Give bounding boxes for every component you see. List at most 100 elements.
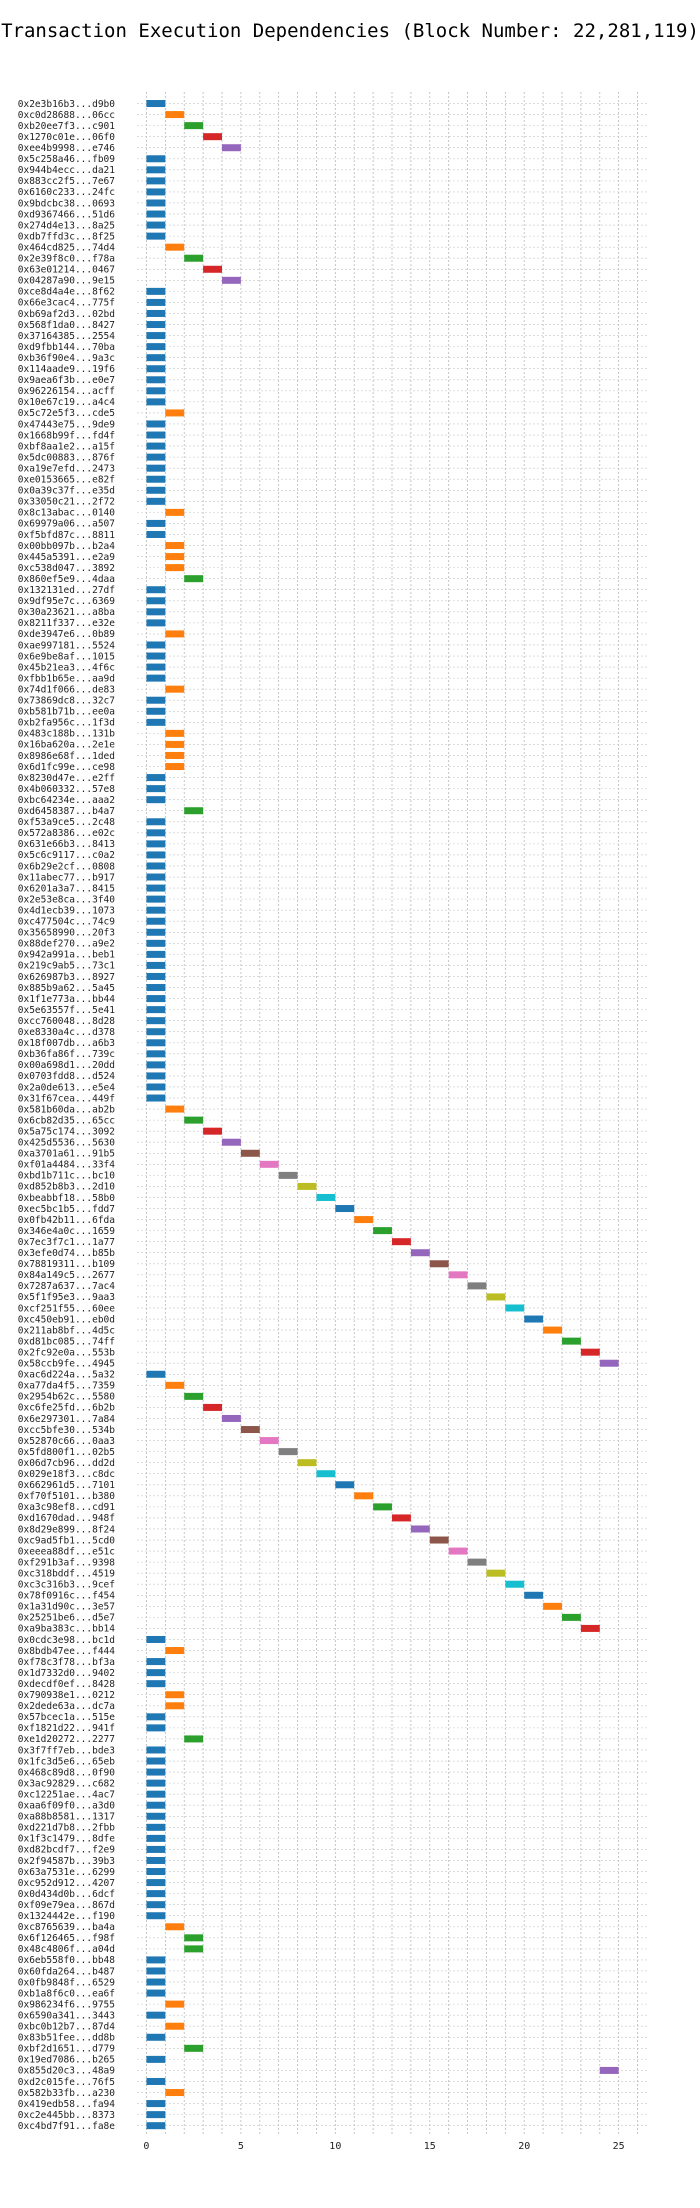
y-tick-label: 0xb36fa86f...739c [18,1049,115,1060]
transaction-bar [505,1580,525,1588]
transaction-bar [146,354,166,362]
transaction-bar [165,542,185,550]
transaction-bar [146,287,166,295]
transaction-bar [203,1127,222,1135]
transaction-bar [580,1624,600,1632]
transaction-bar [146,608,166,616]
transaction-bar [335,1205,355,1213]
transaction-bar [146,166,166,174]
transaction-bar [184,1392,204,1400]
transaction-bar [146,2011,166,2019]
transaction-bar [335,1481,355,1489]
y-tick-label: 0x1fc3d5e6...65eb [18,1756,116,1767]
y-tick-label: 0x1f1e773a...bb44 [18,994,116,1005]
y-tick-label: 0x6f126465...f98f [18,1933,115,1944]
transaction-bar [146,1757,166,1765]
transaction-bar [543,1326,562,1334]
y-tick-label: 0xd6458387...b4a7 [18,806,115,817]
y-tick-label: 0xc9ad5fb1...5cd0 [18,1535,116,1546]
transaction-bar [203,265,222,273]
y-tick-label: 0xbf2d1651...d779 [18,2044,116,2055]
y-tick-label: 0xc12251ae...4ac7 [18,1789,115,1800]
y-tick-label: 0x83b51fee...dd8b [18,2033,116,2044]
transaction-bar [146,906,166,914]
transaction-bar [146,1834,166,1842]
y-tick-label: 0x6590a341...3443 [18,2010,115,2021]
transaction-bar [165,685,185,693]
y-tick-label: 0x10e67c19...a4c4 [18,397,116,408]
y-tick-label: 0x425d5536...5630 [18,1138,116,1149]
y-tick-label: 0x445a5391...e2a9 [18,552,116,563]
y-tick-label: 0xdecdf0ef...8428 [18,1679,116,1690]
y-tick-label: 0x5a75c174...3092 [18,1126,115,1137]
y-tick-label: 0x132131ed...27df [18,585,115,596]
transaction-bar [146,939,166,947]
y-tick-label: 0xc2e445bb...8373 [18,2110,115,2121]
y-tick-label: 0xd9fbb144...70ba [18,342,115,353]
y-tick-label: 0xe8330a4c...d378 [18,1027,116,1038]
y-tick-label: 0xb1a8f6c0...ea6f [18,1988,115,1999]
transaction-bar [146,1370,166,1378]
transaction-bar [165,729,185,737]
transaction-bar [146,343,166,351]
y-tick-label: 0x74d1f066...de83 [18,684,115,695]
y-tick-label: 0xf5bfd87c...8811 [18,530,116,541]
y-tick-label: 0xce8d4a4e...8f62 [18,287,115,298]
transaction-bar [146,232,166,240]
y-tick-label: 0xbeabbf18...58b0 [18,1193,116,1204]
y-tick-label: 0x47443e75...9de9 [18,419,116,430]
transaction-bar [146,431,166,439]
y-tick-label: 0x00a698d1...20dd [18,1060,115,1071]
transaction-bar [165,1105,185,1113]
y-tick-label: 0x790938e1...0212 [18,1690,115,1701]
bars-layer [146,100,619,2130]
y-tick-label: 0xe1d20272...2277 [18,1734,115,1745]
transaction-bar [146,1680,166,1688]
y-tick-label: 0x8986e68f...1ded [18,751,115,762]
transaction-bar [146,840,166,848]
transaction-bar [146,972,166,980]
transaction-bar [146,365,166,373]
transaction-bar [486,1293,506,1301]
y-tick-label: 0x31f67cea...449f [18,1093,115,1104]
transaction-bar [240,1426,260,1434]
x-tick-label: 20 [518,2141,530,2152]
transaction-bar [146,321,166,329]
y-tick-label: 0xb2fa956c...1f3d [18,718,115,729]
transaction-bar [146,2055,166,2063]
y-tick-label: 0xa3c98ef8...cd91 [18,1502,116,1513]
y-tick-label: 0x3efe0d74...b85b [18,1248,116,1259]
transaction-bar [146,1978,166,1986]
transaction-bar [146,1912,166,1920]
transaction-bar [146,674,166,682]
y-tick-label: 0x8c13abac...0140 [18,508,116,519]
y-tick-label: 0x8211f337...e32e [18,618,116,629]
transaction-bar [373,1503,392,1511]
y-tick-label: 0x6160c233...24fc [18,187,115,198]
y-tick-label: 0xbf8aa1e2...a15f [18,441,115,452]
transaction-bar [580,1348,600,1356]
transaction-bar [222,1414,241,1422]
x-tick-label: 10 [329,2141,341,2152]
y-tick-label: 0x6e9be8af...1015 [18,651,115,662]
y-tick-label: 0x5fd800f1...02b5 [18,1447,115,1458]
y-tick-label: 0xde3947e6...0b89 [18,629,116,640]
transaction-bar [146,1050,166,1058]
transaction-bar [146,950,166,958]
y-tick-label: 0x5c258a46...fb09 [18,154,116,165]
transaction-bar [146,475,166,483]
y-tick-label: 0xd852b8b3...2d10 [18,1182,116,1193]
transaction-bar [184,575,204,583]
transaction-bar [165,1923,185,1931]
transaction-bar [562,1613,581,1621]
transaction-bar [448,1271,468,1279]
y-tick-label: 0x11abec77...b917 [18,872,115,883]
transaction-bar [184,807,204,815]
y-tick-label: 0x942a991a...beb1 [18,950,116,961]
transaction-bar [165,553,185,561]
y-tick-label: 0xf70f5101...b380 [18,1491,116,1502]
transaction-bar [203,1403,222,1411]
transaction-bar [165,740,185,748]
y-tick-label: 0xa77da4f5...7359 [18,1381,116,1392]
